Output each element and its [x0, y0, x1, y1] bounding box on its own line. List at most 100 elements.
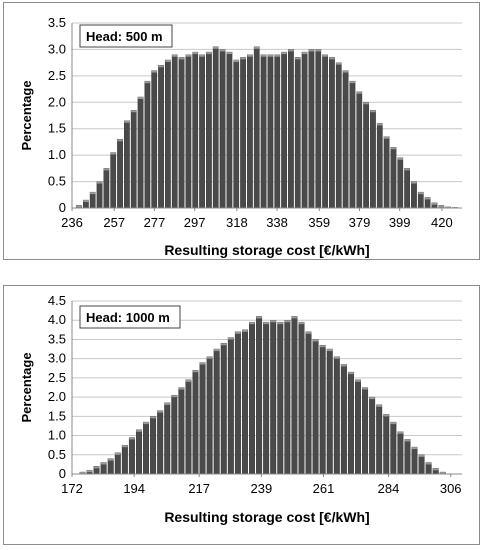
chart-1-bar	[220, 343, 227, 475]
chart-1-bar-highlight	[397, 431, 404, 434]
chart-1-bar	[376, 404, 383, 475]
chart-0-bar	[383, 136, 390, 209]
chart-1-bar-highlight	[305, 331, 312, 334]
chart-0-bar-highlight	[247, 54, 253, 57]
chart-1-bar-highlight	[432, 468, 439, 471]
chart-1-y-tick-label: 2.5	[48, 370, 66, 385]
chart-1-x-tick-label: 217	[188, 481, 210, 496]
chart-1-bar	[256, 316, 263, 475]
chart-0-bar	[178, 57, 185, 209]
chart-0-x-tick-label: 359	[308, 215, 330, 230]
chart-1-bar	[284, 320, 291, 475]
chart-0-bar-highlight	[356, 91, 362, 94]
chart-1-bar	[390, 421, 397, 475]
chart-0-bar-highlight	[336, 62, 342, 65]
chart-0-bar	[417, 191, 424, 209]
chart-0-bar-highlight	[144, 81, 151, 84]
chart-0-bar	[288, 49, 294, 209]
chart-0-x-tick-label: 420	[431, 215, 453, 230]
chart-1-bar-highlight	[390, 422, 397, 425]
chart-0-bar-highlight	[431, 202, 438, 205]
chart-0-bar	[342, 70, 349, 209]
chart-0-bar	[253, 46, 260, 209]
chart-1-bar	[418, 454, 425, 475]
chart-0-bar	[185, 54, 192, 209]
chart-0-x-axis-label: Resulting storage cost [€/kWh]	[164, 242, 369, 258]
chart-0-bar-highlight	[390, 147, 397, 150]
chart-1-bar-highlight	[249, 322, 255, 325]
chart-0-bar-highlight	[267, 54, 274, 57]
chart-0-bar-highlight	[90, 192, 96, 195]
chart-0-y-tick-label: 1.5	[48, 121, 66, 136]
chart-1-bar-highlight	[185, 379, 192, 382]
chart-0-bar-highlight	[260, 54, 267, 57]
chart-panel-head-1000: 0 0.5 1.0 1.5 2.0 2.5 3.0 3.5 4.0 4.5 172 194 217 239…	[3, 285, 480, 545]
chart-0-bar	[363, 102, 369, 209]
chart-0-bar-highlight	[185, 54, 192, 57]
chart-1-bar	[241, 329, 248, 475]
chart-0-bar	[89, 191, 96, 209]
chart-0-x-tick-label: 257	[103, 215, 125, 230]
chart-1-bar-highlight	[143, 422, 149, 425]
chart-0-bar	[151, 70, 158, 209]
chart-0-y-tick-label: 0	[59, 200, 66, 215]
chart-1-y-tick-label: 1.0	[48, 428, 66, 443]
chart-0-bar	[315, 49, 322, 209]
chart-1-bar-highlight	[291, 316, 298, 319]
chart-1-bar	[185, 379, 192, 475]
chart-0-y-axis-label: Percentage	[19, 80, 34, 150]
chart-0-bar	[349, 80, 356, 209]
chart-0-bar	[124, 120, 130, 209]
chart-1-bar	[178, 387, 185, 475]
chart-1-bar-highlight	[425, 462, 432, 465]
chart-0-bar	[144, 80, 151, 209]
chart-0-y-tick-label: 0.5	[48, 174, 66, 189]
chart-0-bar	[240, 57, 246, 209]
chart-1-bar-highlight	[115, 452, 121, 455]
chart-0-bar	[158, 65, 164, 209]
chart-0-bar	[130, 110, 137, 209]
chart-0-bar	[199, 54, 205, 209]
chart-0-bar	[329, 57, 335, 209]
chart-1-bar-highlight	[404, 439, 411, 442]
chart-0-y-tick-label: 3.0	[48, 41, 66, 56]
chart-1-annotation-box	[79, 305, 181, 329]
chart-1-y-tick-label: 0	[59, 466, 66, 481]
chart-0-x-tick-label: 297	[184, 215, 206, 230]
chart-0-bar-highlight	[424, 197, 431, 200]
chart-1-bar-highlight	[376, 404, 382, 407]
chart-1-annotation-text: Head: 1000 m	[86, 310, 170, 325]
chart-0-y-tick-label: 1.0	[48, 147, 66, 162]
chart-1-bar	[128, 437, 135, 475]
chart-0-bar-highlight	[383, 136, 390, 139]
chart-0-bar-highlight	[377, 123, 383, 126]
chart-1-bar	[213, 348, 220, 475]
chart-1-bar	[404, 439, 411, 475]
chart-1-bar	[135, 429, 142, 475]
chart-1-bar	[199, 362, 206, 475]
chart-0-bar-highlight	[411, 181, 417, 184]
chart-1-bar-highlight	[334, 356, 340, 359]
chart-1-bar-highlight	[107, 458, 114, 461]
chart-1-bar	[340, 364, 347, 475]
chart-0-bar-highlight	[219, 49, 226, 52]
chart-0-bar-highlight	[288, 49, 294, 52]
chart-0-bar	[308, 49, 315, 209]
chart-1-bar	[362, 387, 369, 475]
chart-1-x-axis-label: Resulting storage cost [€/kWh]	[164, 509, 369, 525]
chart-1-bar	[270, 320, 277, 475]
chart-1-y-axis-label: Percentage	[19, 352, 34, 422]
chart-0-bar	[233, 59, 240, 209]
chart-0-bar-highlight	[233, 60, 239, 62]
chart-1-bar-highlight	[326, 349, 333, 352]
chart-0-bar-highlight	[117, 139, 123, 142]
chart-1-bar	[397, 431, 404, 475]
chart-0-bar-highlight	[445, 206, 451, 208]
chart-0-bar-highlight	[206, 52, 212, 55]
chart-0-bar	[397, 157, 404, 209]
chart-0-bar-highlight	[172, 54, 178, 57]
chart-0-bar	[219, 49, 226, 209]
chart-1-bar-highlight	[86, 470, 93, 473]
chart-1-bar	[333, 356, 340, 475]
chart-0-bar	[247, 54, 253, 209]
